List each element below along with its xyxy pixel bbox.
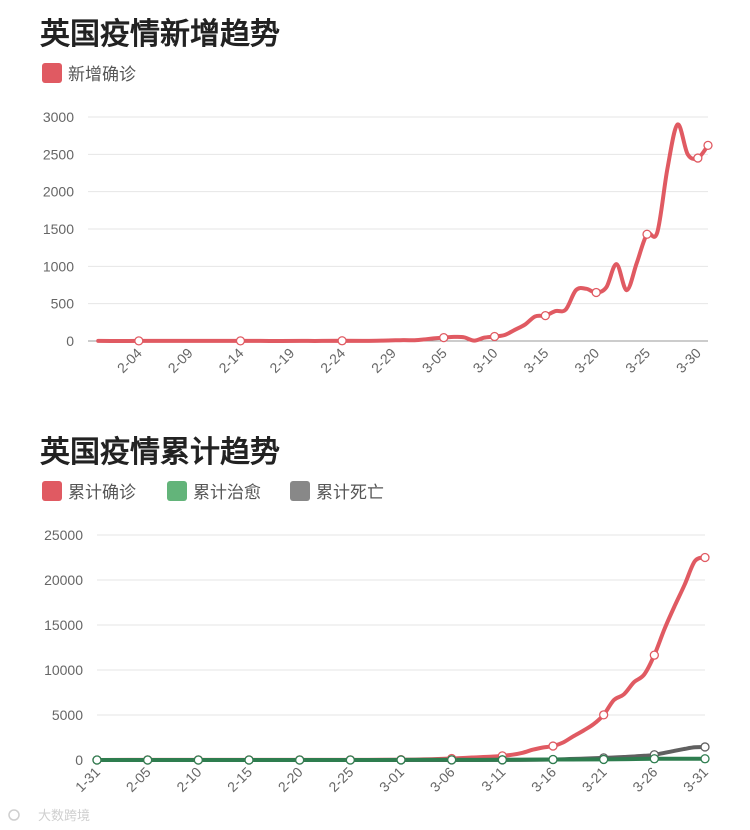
x-tick-label: 3-01 xyxy=(376,764,407,795)
x-tick-label: 2-09 xyxy=(165,345,196,376)
y-grid xyxy=(88,116,708,342)
x-tick-label: 3-15 xyxy=(520,345,551,376)
y-tick-label: 1500 xyxy=(43,221,74,237)
x-tick-label: 3-20 xyxy=(571,345,602,376)
data-points[interactable] xyxy=(92,552,710,765)
data-point[interactable] xyxy=(439,332,449,343)
x-tick-label: 2-14 xyxy=(215,345,246,376)
data-point[interactable] xyxy=(642,229,652,239)
y-tick-label: 20000 xyxy=(44,572,83,588)
data-point[interactable] xyxy=(540,310,551,321)
x-tick-label: 2-20 xyxy=(275,764,306,795)
y-grid xyxy=(97,534,705,761)
y-tick-label: 2000 xyxy=(43,184,74,200)
legend-swatch-cumulative-deaths[interactable] xyxy=(290,481,310,501)
x-tick-label: 2-04 xyxy=(114,345,145,376)
chart-title: 英国疫情新增趋势 xyxy=(40,17,280,52)
x-tick-label: 2-24 xyxy=(317,345,348,376)
legend[interactable]: 累计确诊 累计治愈 累计死亡 xyxy=(42,481,384,503)
data-point[interactable] xyxy=(134,336,144,346)
data-point[interactable] xyxy=(244,755,254,765)
legend-swatch-new-cases[interactable] xyxy=(42,63,62,83)
x-tick-label: 1-31 xyxy=(72,764,103,795)
y-axis-labels: 0 5000 10000 15000 20000 25000 xyxy=(44,527,83,768)
legend-label-new-cases[interactable]: 新增确诊 xyxy=(68,65,136,85)
legend-label-cumulative-deaths[interactable]: 累计死亡 xyxy=(316,483,384,503)
watermark-logo-icon xyxy=(8,809,20,821)
data-point[interactable] xyxy=(489,331,500,342)
data-point[interactable] xyxy=(345,755,355,765)
legend-swatch-cumulative-confirmed[interactable] xyxy=(42,481,62,501)
series-lines xyxy=(96,122,710,343)
data-point[interactable] xyxy=(548,741,558,751)
data-point[interactable] xyxy=(693,153,703,163)
data-point[interactable] xyxy=(700,742,710,752)
x-tick-label: 2-25 xyxy=(325,764,356,795)
data-point[interactable] xyxy=(700,552,710,563)
data-point[interactable] xyxy=(337,336,347,346)
data-point[interactable] xyxy=(649,650,659,660)
y-tick-label: 3000 xyxy=(43,109,74,125)
data-point[interactable] xyxy=(649,754,659,764)
data-points[interactable] xyxy=(134,140,713,346)
data-point[interactable] xyxy=(703,140,713,151)
y-tick-label: 0 xyxy=(75,752,83,768)
y-tick-label: 10000 xyxy=(44,662,83,678)
data-point[interactable] xyxy=(497,755,507,765)
series-lines xyxy=(95,555,707,763)
y-tick-label: 2500 xyxy=(43,146,74,162)
legend-swatch-cumulative-recovered[interactable] xyxy=(167,481,187,501)
data-point[interactable] xyxy=(599,754,609,765)
x-tick-label: 3-10 xyxy=(470,345,501,376)
y-axis-labels: 0 500 1000 1500 2000 2500 3000 xyxy=(43,109,74,349)
x-tick-label: 3-05 xyxy=(419,345,450,376)
series-line-0 xyxy=(96,122,710,343)
y-tick-label: 1000 xyxy=(43,258,74,274)
x-tick-label: 3-06 xyxy=(427,764,458,795)
x-tick-label: 3-11 xyxy=(478,764,509,795)
x-tick-label: 2-15 xyxy=(224,764,255,795)
x-tick-label: 2-05 xyxy=(123,764,154,795)
cumulative-cases-chart: 英国疫情累计趋势 累计确诊 累计治愈 累计死亡 0 5000 10000 15000 2… xyxy=(40,435,711,795)
legend[interactable]: 新增确诊 xyxy=(42,63,136,85)
data-point[interactable] xyxy=(700,754,710,764)
watermark-text: 大数跨境 xyxy=(38,809,90,824)
data-point[interactable] xyxy=(295,755,305,765)
legend-label-cumulative-recovered[interactable]: 累计治愈 xyxy=(193,483,261,503)
x-tick-label: 3-16 xyxy=(528,764,559,795)
x-tick-label: 2-19 xyxy=(266,345,297,376)
chart-title: 英国疫情累计趋势 xyxy=(40,435,280,470)
watermark: 大数跨境 xyxy=(8,809,90,824)
data-point[interactable] xyxy=(143,755,153,765)
data-point[interactable] xyxy=(92,755,102,765)
data-point[interactable] xyxy=(591,287,601,298)
data-point[interactable] xyxy=(599,710,609,720)
y-tick-label: 5000 xyxy=(52,707,83,723)
data-point[interactable] xyxy=(193,755,203,765)
x-tick-label: 3-31 xyxy=(680,764,711,795)
legend-label-cumulative-confirmed[interactable]: 累计确诊 xyxy=(68,483,136,503)
x-tick-label: 3-21 xyxy=(579,764,610,795)
y-tick-label: 15000 xyxy=(44,617,83,633)
x-axis-labels: 2-04 2-09 2-14 2-19 2-24 2-29 3-05 3-10 3-15 3-20… xyxy=(114,345,704,376)
data-point[interactable] xyxy=(447,755,457,765)
y-tick-label: 0 xyxy=(66,333,74,349)
x-tick-label: 3-26 xyxy=(629,764,660,795)
x-axis-labels: 1-31 2-05 2-10 2-15 2-20 2-25 3-01 3-06 3-11 3-16… xyxy=(72,764,711,795)
data-point[interactable] xyxy=(548,754,558,765)
x-tick-label: 3-30 xyxy=(673,345,704,376)
x-tick-label: 2-29 xyxy=(368,345,399,376)
x-tick-label: 2-10 xyxy=(173,764,204,795)
x-tick-label: 3-25 xyxy=(622,345,653,376)
series-line-0 xyxy=(95,555,707,762)
data-point[interactable] xyxy=(235,336,246,346)
y-tick-label: 500 xyxy=(51,296,75,312)
y-tick-label: 25000 xyxy=(44,527,83,543)
daily-new-cases-chart: 英国疫情新增趋势 新增确诊 0 500 1000 1500 2000 2500 3000 2… xyxy=(40,17,713,376)
data-point[interactable] xyxy=(396,755,406,765)
